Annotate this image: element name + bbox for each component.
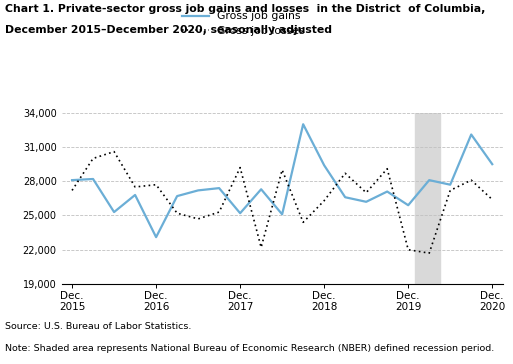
Legend: Gross job gains, Gross job losses: Gross job gains, Gross job losses — [177, 7, 309, 40]
Text: December 2015–December 2020, seasonally adjusted: December 2015–December 2020, seasonally … — [5, 25, 332, 35]
Text: Source: U.S. Bureau of Labor Statistics.: Source: U.S. Bureau of Labor Statistics. — [5, 322, 191, 331]
Text: Note: Shaded area represents National Bureau of Economic Research (NBER) defined: Note: Shaded area represents National Bu… — [5, 344, 495, 353]
Bar — [415, 113, 440, 284]
Text: Chart 1. Private-sector gross job gains and losses  in the District  of Columbia: Chart 1. Private-sector gross job gains … — [5, 4, 485, 13]
